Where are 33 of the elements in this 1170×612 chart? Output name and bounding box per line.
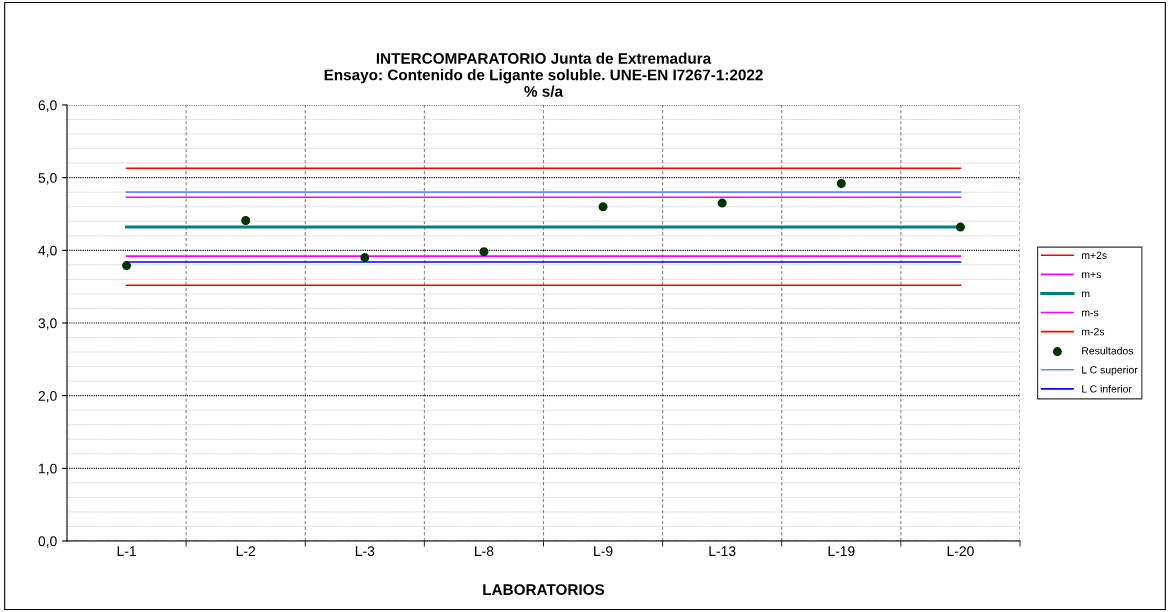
x-tick-label: L-1 [117, 546, 136, 556]
legend-label: m+2s [1082, 251, 1107, 259]
legend-label: m+s [1082, 271, 1101, 279]
legend-label: m [1082, 291, 1090, 298]
x-tick-label: L-13 [709, 546, 736, 557]
legend-label: m-s [1082, 310, 1099, 317]
x-tick-label: L-8 [475, 546, 494, 557]
legend-label: L C superior [1082, 365, 1138, 376]
point [360, 253, 370, 263]
point [717, 198, 727, 208]
y-tick-label: 4,0 [38, 245, 57, 258]
y-tick-label: 1,0 [39, 463, 57, 476]
x-axis-title: LABORATORIOS [483, 584, 605, 596]
x-tick-label: L-20 [947, 546, 974, 557]
y-tick-label: 2,0 [38, 391, 57, 403]
x-tick-label: L-3 [355, 546, 375, 557]
legend-label: Resultados [1082, 346, 1134, 355]
x-tick-label: L-2 [236, 546, 256, 556]
point [598, 202, 608, 212]
y-tick-label: 0,0 [38, 536, 57, 548]
y-tick-label: 3,0 [38, 318, 57, 330]
y-tick-label: 5,0 [38, 173, 57, 185]
x-tick-label: L-19 [828, 546, 855, 557]
point [836, 178, 846, 188]
point [241, 216, 251, 226]
point [122, 261, 132, 271]
legend-label: L C inferior [1082, 384, 1132, 393]
point [479, 247, 489, 257]
x-tick-label: L-9 [594, 546, 613, 557]
chart-title: INTERCOMPARATORIO Junta de Extremadura Ensayo: Contenido de Ligante soluble. UNE-EN I7267-1:2022 % s/a [324, 52, 763, 97]
legend-label: m-2s [1082, 327, 1105, 336]
y-tick-label: 6,0 [38, 100, 57, 112]
point [955, 222, 965, 232]
